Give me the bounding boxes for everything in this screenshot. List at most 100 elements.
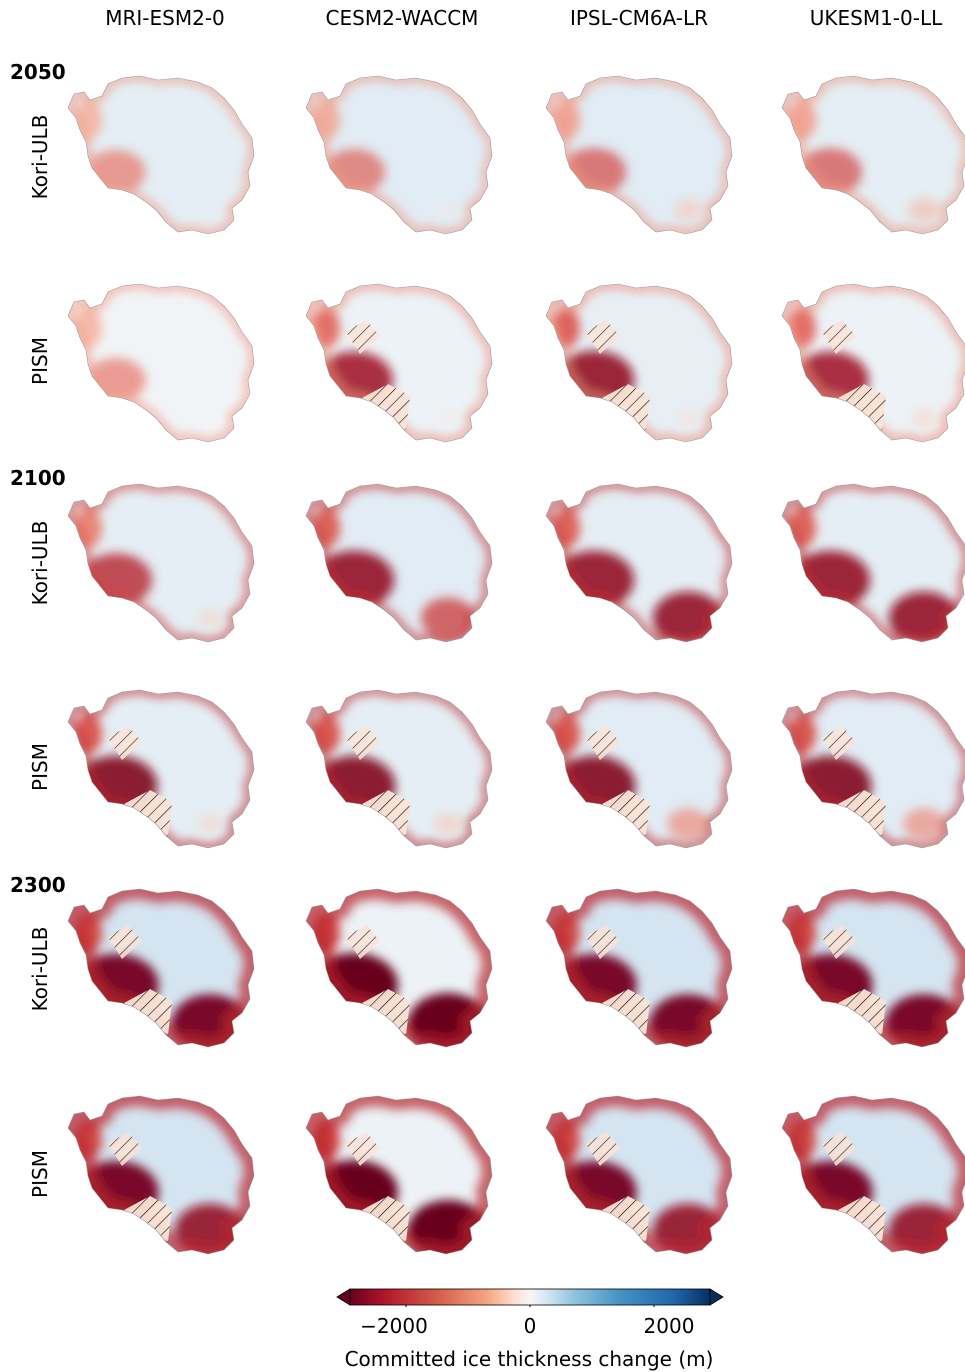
- panel-2050-pism-mri-esm2-0: [67, 283, 255, 443]
- coastline: [67, 283, 255, 443]
- ice-sheet-base: [306, 284, 492, 442]
- panel-2050-kori-ulb-ukesm1-0-ll: [781, 75, 965, 235]
- weddell-hatch-region: [346, 726, 380, 760]
- ice-sheet-base: [546, 76, 732, 234]
- coastline: [305, 888, 493, 1048]
- panel-2050-kori-ulb-ipsl-cm6a-lr: [545, 75, 733, 235]
- coastline: [781, 75, 965, 235]
- ice-sheet-base: [68, 76, 254, 234]
- column-title-ukesm: UKESM1-0-LL: [809, 6, 943, 30]
- ice-sheet-base: [782, 690, 965, 848]
- weddell-hatch-region: [346, 1132, 380, 1166]
- wilkes-basin-loss: [438, 410, 458, 426]
- coastline: [545, 689, 733, 849]
- wilkes-basin-loss: [202, 412, 218, 424]
- year-label-2100: 2100: [10, 466, 66, 490]
- ross-hatch-region: [602, 989, 650, 1035]
- column-title-mri: MRI-ESM2-0: [105, 6, 225, 30]
- row-label-pism-2050: PISM: [28, 337, 52, 385]
- year-label-2300: 2300: [10, 873, 66, 897]
- row-label-kori-2300: Kori-ULB: [28, 926, 52, 1012]
- wilkes-basin-loss: [908, 198, 940, 222]
- weddell-hatch-region: [346, 320, 380, 354]
- ross-hatch-region: [838, 989, 886, 1035]
- panel-2100-kori-ulb-cesm2-waccm: [305, 483, 493, 643]
- wilkes-basin-loss: [903, 808, 945, 840]
- wilkes-basin-loss: [673, 199, 703, 221]
- ross-hatch-region: [362, 1196, 410, 1242]
- panel-2050-kori-ulb-cesm2-waccm: [305, 75, 493, 235]
- ross-hatch-region: [362, 790, 410, 836]
- panel-2100-pism-ukesm1-0-ll: [781, 689, 965, 849]
- ross-hatch-region: [602, 384, 650, 430]
- row-label-pism-2100: PISM: [28, 743, 52, 791]
- coastline: [305, 1095, 493, 1255]
- coastline: [781, 483, 965, 643]
- wilkes-basin-loss: [676, 409, 700, 427]
- panel-2100-pism-ipsl-cm6a-lr: [545, 689, 733, 849]
- ross-hatch-region: [124, 1196, 172, 1242]
- panel-2050-pism-ukesm1-0-ll: [781, 283, 965, 443]
- ross-hatch-region: [838, 790, 886, 836]
- ice-sheet-base: [546, 690, 732, 848]
- ross-hatch-region: [838, 384, 886, 430]
- ice-sheet-base: [68, 284, 254, 442]
- colorbar-body: [349, 1288, 711, 1306]
- coastline: [545, 1095, 733, 1255]
- ross-hatch-region: [124, 790, 172, 836]
- panel-2300-kori-ulb-cesm2-waccm: [305, 888, 493, 1048]
- column-title-ipsl: IPSL-CM6A-LR: [569, 6, 709, 30]
- coastline: [305, 283, 493, 443]
- panel-2300-pism-ipsl-cm6a-lr: [545, 1095, 733, 1255]
- ice-sheet-base: [68, 484, 254, 642]
- panel-2300-kori-ulb-ukesm1-0-ll: [781, 888, 965, 1048]
- colorbar-tick-label: 0: [523, 1314, 537, 1338]
- weddell-hatch-region: [822, 320, 856, 354]
- colorbar-tick-label: −2000: [360, 1314, 428, 1338]
- coastline: [545, 75, 733, 235]
- panel-2050-pism-cesm2-waccm: [305, 283, 493, 443]
- coastline: [67, 888, 255, 1048]
- panel-2300-kori-ulb-ipsl-cm6a-lr: [545, 888, 733, 1048]
- coastline: [545, 483, 733, 643]
- wilkes-basin-loss: [667, 808, 709, 840]
- ross-hatch-region: [362, 989, 410, 1035]
- colorbar: [336, 1288, 724, 1307]
- ice-sheet-base: [68, 690, 254, 848]
- row-label-kori-2100: Kori-ULB: [28, 520, 52, 606]
- panel-2300-pism-cesm2-waccm: [305, 1095, 493, 1255]
- coastline: [305, 483, 493, 643]
- ice-sheet-base: [782, 76, 965, 234]
- panel-2300-kori-ulb-mri-esm2-0: [67, 888, 255, 1048]
- ross-hatch-region: [602, 1196, 650, 1242]
- ross-hatch-region: [362, 384, 410, 430]
- coastline: [545, 888, 733, 1048]
- coastline: [67, 689, 255, 849]
- coastline: [781, 1095, 965, 1255]
- weddell-hatch-region: [108, 726, 142, 760]
- coastline: [781, 888, 965, 1048]
- row-label-kori-2050: Kori-ULB: [28, 114, 52, 200]
- panel-2050-pism-ipsl-cm6a-lr: [545, 283, 733, 443]
- weddell-hatch-region: [586, 1132, 620, 1166]
- column-title-cesm2: CESM2-WACCM: [325, 6, 479, 30]
- coastline: [67, 1095, 255, 1255]
- wilkes-basin-loss: [420, 597, 476, 639]
- weddell-hatch-region: [108, 925, 142, 959]
- weddell-hatch-region: [586, 320, 620, 354]
- panel-2100-kori-ulb-ukesm1-0-ll: [781, 483, 965, 643]
- panel-2300-pism-mri-esm2-0: [67, 1095, 255, 1255]
- panel-2100-pism-mri-esm2-0: [67, 689, 255, 849]
- ice-sheet-base: [306, 76, 492, 234]
- weddell-hatch-region: [586, 925, 620, 959]
- weddell-hatch-region: [108, 1132, 142, 1166]
- wilkes-basin-loss: [911, 408, 937, 428]
- wilkes-basin-loss: [202, 204, 218, 216]
- panel-2050-kori-ulb-mri-esm2-0: [67, 75, 255, 235]
- wilkes-basin-loss: [438, 202, 458, 218]
- ice-sheet-base: [546, 284, 732, 442]
- ross-hatch-region: [602, 790, 650, 836]
- coastline: [67, 75, 255, 235]
- panel-2100-kori-ulb-ipsl-cm6a-lr: [545, 483, 733, 643]
- colorbar-extend-low: [336, 1288, 351, 1306]
